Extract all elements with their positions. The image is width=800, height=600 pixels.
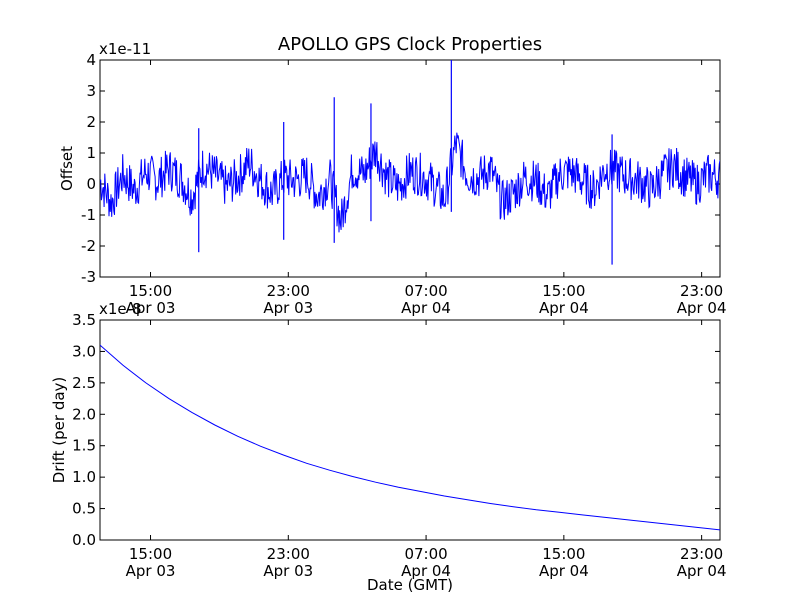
drift-xtick-date: Apr 04 [401,562,451,580]
drift-ylabel: Drift (per day) [50,377,68,484]
drift-axes-frame [99,319,721,541]
drift-ytick-label: 0.5 [72,500,96,518]
offset-xtick-date: Apr 04 [539,299,589,317]
drift-xtick-time: 07:00 [404,545,447,563]
offset-ytick-label: -2 [81,237,96,255]
offset-xtick-date: Apr 03 [263,299,313,317]
offset-ytick-label: -1 [81,206,96,224]
drift-xlabel: Date (GMT) [367,576,453,594]
drift-ytick-label: 2.0 [72,405,96,423]
offset-xtick-date: Apr 04 [677,299,727,317]
drift-ytick-label: 3.5 [72,311,96,329]
offset-exponent-label: x1e-11 [99,40,151,58]
drift-exponent-label: x1e-8 [99,300,142,318]
offset-xtick-date: Apr 04 [401,299,451,317]
chart-title: APOLLO GPS Clock Properties [278,34,542,55]
offset-xtick-time: 15:00 [542,282,585,300]
drift-xtick-date: Apr 03 [263,562,313,580]
drift-ytick-label: 0.0 [72,531,96,549]
drift-xtick-date: Apr 04 [677,562,727,580]
drift-line [100,344,720,531]
drift-ytick-label: 1.0 [72,468,96,486]
offset-ytick-label: 2 [86,113,96,131]
offset-xtick-time: 23:00 [680,282,723,300]
offset-xtick-time: 23:00 [267,282,310,300]
drift-series [100,344,720,531]
drift-xtick-time: 15:00 [542,545,585,563]
offset-ytick-label: -3 [81,268,96,286]
offset-line [100,132,720,233]
offset-xtick-time: 15:00 [129,282,172,300]
drift-xtick-date: Apr 04 [539,562,589,580]
drift-ytick-label: 2.5 [72,374,96,392]
drift-ytick-label: 1.5 [72,437,96,455]
drift-xtick-date: Apr 03 [126,562,176,580]
offset-axes-frame [99,59,721,278]
offset-ytick-label: 4 [86,51,96,69]
drift-axes: x1e-8 Drift (per day) Date (GMT) 0.0 0.5 1… [50,300,727,594]
offset-xtick-date: Apr 03 [126,299,176,317]
offset-ytick-label: 0 [86,175,96,193]
offset-ytick-label: 3 [86,82,96,100]
offset-xtick-time: 07:00 [404,282,447,300]
drift-ytick-label: 3.0 [72,342,96,360]
offset-ytick-label: 1 [86,144,96,162]
offset-ylabel: Offset [58,146,76,191]
drift-xtick-time: 23:00 [267,545,310,563]
drift-xtick-time: 23:00 [680,545,723,563]
offset-series [100,60,720,265]
drift-xtick-time: 15:00 [129,545,172,563]
